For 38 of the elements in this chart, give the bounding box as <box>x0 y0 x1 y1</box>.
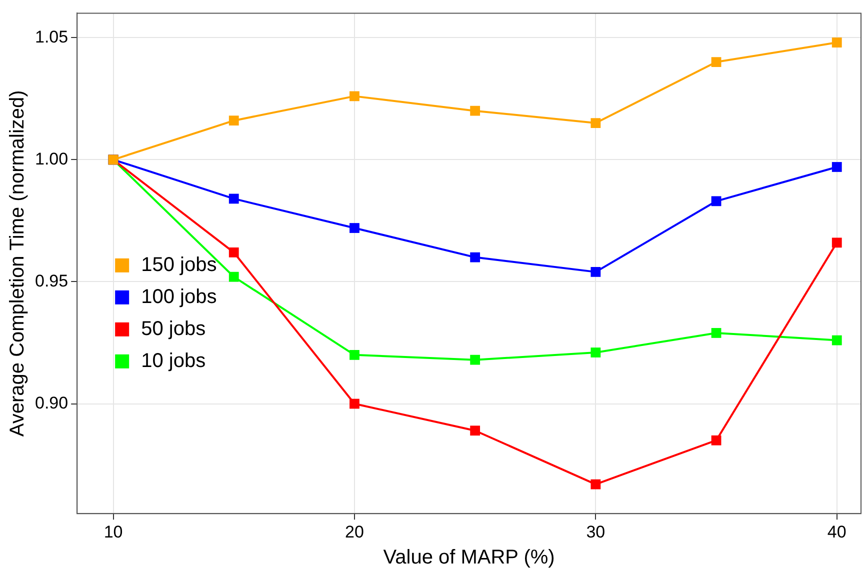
point <box>711 57 722 67</box>
x-tick-label: 10 <box>104 522 123 542</box>
point <box>470 354 480 365</box>
y-tick-label: 1.05 <box>34 27 68 46</box>
point <box>350 398 360 409</box>
point <box>590 118 601 128</box>
point <box>470 106 480 116</box>
y-tick-label: 1.00 <box>34 149 68 168</box>
x-tick-label: 30 <box>586 522 606 542</box>
legend-label: 150 jobs <box>141 254 217 276</box>
x-tick-label: 40 <box>827 522 846 542</box>
point <box>590 479 601 490</box>
legend-label: 10 jobs <box>141 350 206 372</box>
legend-label: 50 jobs <box>141 318 206 340</box>
y-axis-title: Average Completion Time (normalized) <box>6 90 29 437</box>
point <box>470 426 480 436</box>
point <box>228 116 239 126</box>
point <box>590 348 601 358</box>
point <box>832 162 842 172</box>
y-tick-label: 0.90 <box>34 393 68 412</box>
x-tick-label: 20 <box>345 522 364 542</box>
point <box>711 435 722 446</box>
point <box>350 223 360 233</box>
point <box>711 328 722 338</box>
x-axis-title: Value of MARP (%) <box>383 546 555 569</box>
point <box>350 350 360 360</box>
point <box>228 247 239 258</box>
y-tick-label: 0.95 <box>34 271 68 290</box>
point <box>832 38 842 48</box>
point <box>832 238 842 248</box>
legend-label: 100 jobs <box>141 286 217 308</box>
point <box>590 266 601 277</box>
point <box>228 272 239 282</box>
point <box>711 196 722 206</box>
point <box>832 335 842 346</box>
point <box>228 194 239 204</box>
point <box>350 91 360 102</box>
point <box>470 252 480 262</box>
